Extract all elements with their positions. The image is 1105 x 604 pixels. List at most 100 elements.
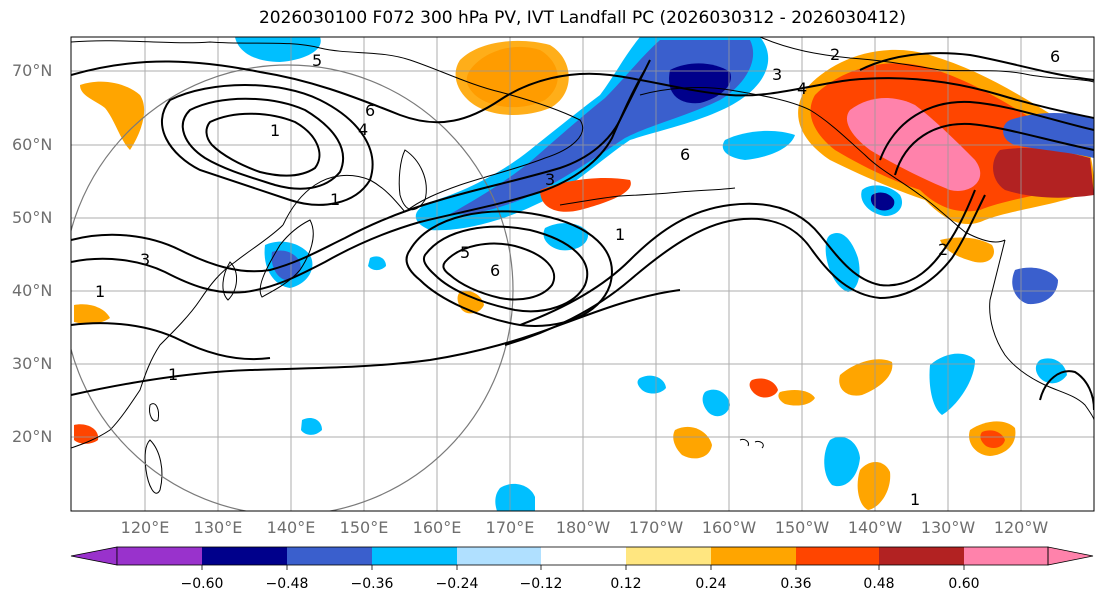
contour-label: 3 <box>772 65 782 84</box>
lon-label-120e: 120°E <box>120 518 170 537</box>
colorbar <box>70 546 1094 570</box>
pv-anomaly-alaska-core <box>993 147 1094 198</box>
contour-label: 6 <box>680 145 690 164</box>
contour-labels: 5 6 4 1 1 3 1 1 5 6 3 1 6 2 3 4 2 6 1 <box>95 45 1060 509</box>
colorbar-bin <box>457 547 541 565</box>
lon-label-160w: 160°W <box>701 518 757 537</box>
pv-positive-west <box>80 81 145 150</box>
contour-label: 1 <box>270 121 280 140</box>
colorbar-bin <box>541 547 626 565</box>
coast-alaska <box>639 87 1006 243</box>
contour-label: 3 <box>140 250 150 269</box>
contour-east-north <box>859 52 1094 81</box>
pv-positive-south <box>857 461 891 510</box>
lon-label-180w: 180°W <box>555 518 611 537</box>
pv-positive-central-band <box>540 178 631 212</box>
colorbar-tick-label: 0.48 <box>863 576 895 592</box>
contour-label: 6 <box>365 101 375 120</box>
contour-label: 4 <box>797 79 807 98</box>
contour-ridge <box>519 189 976 326</box>
contour-lines <box>71 52 1094 411</box>
colorbar-tick-label: 0.24 <box>695 576 727 592</box>
contour-label: 4 <box>358 120 368 139</box>
contour-trough <box>71 59 651 273</box>
contour-southwest <box>71 322 271 361</box>
pv-positive-south-2 <box>673 426 712 459</box>
colorbar-frame <box>116 546 1049 566</box>
contour-west-us <box>1039 370 1094 411</box>
colorbar-tick-label: −0.12 <box>519 576 563 592</box>
range-circle <box>71 64 514 511</box>
colorbar-extend-high <box>1047 546 1094 566</box>
pv-positive-north-pacific-outer <box>455 40 569 115</box>
contour-east-ridge <box>879 100 1094 161</box>
lon-label-120w: 120°W <box>993 518 1049 537</box>
contour-trough-2 <box>71 69 646 294</box>
coast-okhotsk <box>282 174 406 226</box>
contour-label: 1 <box>330 190 340 209</box>
pv-positive-sw-3 <box>74 424 99 444</box>
lon-label-130w: 130°W <box>920 518 976 537</box>
colorbar-bin <box>372 547 457 565</box>
contour-label: 5 <box>312 51 322 70</box>
coast-taiwan <box>149 403 159 422</box>
coast-siberia <box>71 40 583 213</box>
pv-negative-tropics-3 <box>824 436 860 487</box>
coast-asia-east <box>71 224 284 449</box>
coast-japan <box>259 219 314 298</box>
contour-label: 3 <box>545 170 555 189</box>
colorbar-bin <box>626 547 711 565</box>
lat-label-60n: 60°N <box>12 135 53 154</box>
grid-lines <box>71 37 1094 511</box>
colorbar-tick-label: −0.60 <box>180 576 224 592</box>
lon-label-170e: 170°E <box>485 518 535 537</box>
map-area: 5 6 4 1 1 3 1 1 5 6 3 1 6 2 3 4 2 6 1 <box>71 37 1094 511</box>
map-frame <box>70 36 1095 512</box>
pv-negative-west-us <box>1012 267 1058 305</box>
lat-label-20n: 20°N <box>12 427 53 446</box>
pv-positive-sw <box>74 304 110 324</box>
colorbar-tick-label: 0.12 <box>610 576 642 592</box>
lat-label-40n: 40°N <box>12 281 53 300</box>
lat-label-50n: 50°N <box>12 208 53 227</box>
pv-negative-central <box>543 223 589 251</box>
contour-east-ridge-2 <box>894 122 1094 176</box>
pv-positive-sw-2 <box>778 390 815 406</box>
lon-label-150w: 150°W <box>774 518 830 537</box>
colorbar-tick-label: −0.24 <box>435 576 479 592</box>
colorbar-bin <box>202 547 287 565</box>
contour-low-west <box>160 84 374 206</box>
contour-label: 2 <box>938 240 948 259</box>
coast-alaska-north <box>759 37 1094 83</box>
pv-negative-tropics-5 <box>637 375 666 394</box>
colorbar-tick-label: 0.60 <box>948 576 980 592</box>
colorbar-bin <box>964 547 1048 565</box>
coastlines <box>71 37 1094 494</box>
coast-aleutians <box>559 187 736 206</box>
map-title: 2026030100 F072 300 hPa PV, IVT Landfall… <box>258 8 906 28</box>
pv-negative-tropics-4 <box>495 483 535 511</box>
colorbar-extend-low <box>70 546 118 566</box>
pv-negative-tropics-8 <box>368 256 386 271</box>
pv-negative-tropics-1 <box>702 389 730 417</box>
pv-negative-tropics-2 <box>929 353 975 415</box>
colorbar-bin <box>287 547 372 565</box>
pv-negative-tropics-6 <box>301 418 322 435</box>
colorbar-tick-label: −0.36 <box>350 576 394 592</box>
pv-positive-se <box>940 237 995 263</box>
lon-label-140e: 140°E <box>266 518 316 537</box>
lat-label-30n: 30°N <box>12 354 53 373</box>
contour-label: 1 <box>910 490 920 509</box>
lon-label-150e: 150°E <box>339 518 389 537</box>
contour-label: 6 <box>1050 47 1060 66</box>
contour-low-west-2 <box>181 97 345 190</box>
contour-south <box>71 289 681 396</box>
contour-label: 2 <box>830 45 840 64</box>
pv-negative-gulf-core <box>870 192 895 211</box>
pv-positive-hawaii-w <box>749 378 778 398</box>
colorbar-ticks <box>201 565 965 570</box>
pv-positive-hawaii-e <box>839 359 893 396</box>
lat-label-70n: 70°N <box>12 61 53 80</box>
coast-hawaii <box>739 439 764 449</box>
contour-label: 1 <box>168 365 178 384</box>
